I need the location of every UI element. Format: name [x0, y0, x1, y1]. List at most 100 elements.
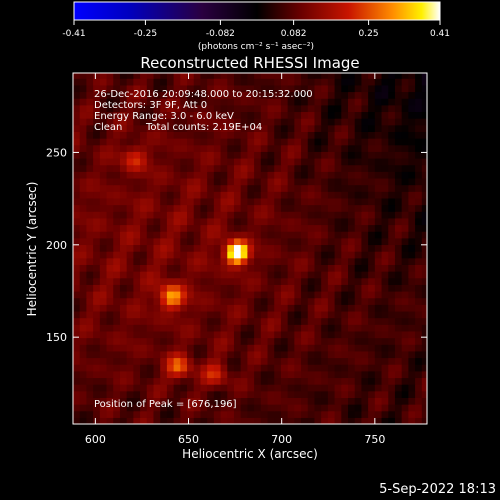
heatmap-cell: [307, 84, 316, 93]
heatmap-cell: [160, 244, 168, 252]
heatmap-cell: [314, 197, 322, 206]
heatmap-cell: [207, 171, 215, 179]
heatmap-cell: [99, 344, 108, 352]
heatmap-cell: [348, 111, 356, 119]
heatmap-cell: [73, 404, 81, 412]
heatmap-cell: [287, 231, 295, 239]
heatmap-cell: [368, 211, 376, 219]
heatmap-cell: [240, 310, 248, 319]
heatmap-cell: [388, 231, 396, 239]
heatmap-cell: [153, 304, 161, 312]
heatmap-cell: [260, 118, 269, 126]
heatmap-cell: [73, 84, 81, 93]
heatmap-cell: [274, 390, 282, 398]
heatmap-cell: [247, 157, 255, 166]
heatmap-cell: [415, 417, 423, 424]
heatmap-cell: [86, 84, 94, 93]
heatmap-cell: [119, 390, 128, 398]
heatmap-cell: [146, 84, 155, 93]
heatmap-cell: [368, 231, 376, 239]
heatmap-cell: [146, 251, 155, 259]
heatmap-cell: [294, 257, 302, 265]
heatmap-cell: [274, 177, 282, 186]
heatmap-cell: [193, 350, 202, 359]
heatmap-cell: [133, 191, 141, 199]
heatmap-cell: [113, 244, 121, 252]
heatmap-cell: [160, 91, 168, 99]
heatmap-cell: [99, 98, 108, 106]
annotation-energy-range: Energy Range: 3.0 - 6.0 keV: [94, 111, 234, 122]
heatmap-cell: [166, 350, 175, 359]
heatmap-cell: [207, 191, 215, 199]
heatmap-cell: [193, 410, 202, 418]
heatmap-cell: [408, 277, 416, 285]
heatmap-cell: [294, 98, 302, 106]
heatmap-cell: [160, 111, 168, 119]
heatmap-cell: [146, 111, 155, 119]
heatmap-cell: [79, 417, 88, 424]
heatmap-cell: [207, 377, 215, 385]
heatmap-cell: [187, 204, 195, 212]
heatmap-cell: [334, 138, 342, 146]
heatmap-cell: [240, 124, 248, 132]
heatmap-cell: [334, 390, 342, 398]
heatmap-cell: [126, 251, 134, 259]
heatmap-cell: [354, 138, 363, 146]
heatmap-cell: [73, 91, 81, 99]
heatmap-cell: [126, 237, 134, 246]
heatmap-cell: [240, 138, 248, 146]
heatmap-cell: [153, 397, 161, 405]
heatmap-cell: [233, 350, 242, 359]
heatmap-cell: [160, 157, 168, 166]
heatmap-cell: [267, 364, 275, 372]
heatmap-cell: [260, 78, 269, 86]
heatmap-cell: [408, 417, 416, 424]
heatmap-cell: [260, 237, 269, 246]
heatmap-cell: [341, 350, 349, 359]
heatmap-cell: [213, 157, 222, 166]
heatmap-cell: [388, 271, 396, 279]
heatmap-cell: [327, 364, 336, 372]
heatmap-cell: [421, 244, 427, 252]
heatmap-cell: [301, 304, 309, 312]
heatmap-cell: [207, 397, 215, 405]
heatmap-cell: [86, 111, 94, 119]
heatmap-cell: [213, 177, 222, 186]
annotation-detectors: Detectors: 3F 9F, Att 0: [94, 100, 207, 111]
heatmap-cell: [73, 151, 81, 159]
heatmap-cell: [274, 237, 282, 246]
heatmap-cell: [294, 337, 302, 345]
heatmap-cell: [354, 404, 363, 412]
heatmap-cell: [421, 73, 427, 79]
heatmap-cell: [200, 157, 208, 166]
heatmap-cell: [287, 91, 295, 99]
heatmap-cell: [187, 231, 195, 239]
heatmap-cell: [254, 357, 262, 365]
heatmap-cell: [307, 364, 316, 372]
heatmap-cell: [207, 91, 215, 99]
heatmap-cell: [354, 171, 363, 179]
heatmap-cell: [166, 271, 175, 279]
heatmap-cell: [79, 357, 88, 365]
heatmap-cell: [254, 224, 262, 232]
heatmap-cell: [126, 177, 134, 186]
heatmap-cell: [421, 417, 427, 424]
heatmap-cell: [341, 98, 349, 106]
heatmap-cell: [408, 237, 416, 246]
heatmap-cell: [173, 244, 181, 252]
heatmap-cell: [348, 177, 356, 186]
heatmap-cell: [146, 73, 155, 79]
heatmap-cell: [126, 377, 134, 385]
heatmap-cell: [200, 384, 208, 392]
heatmap-cell: [220, 344, 228, 352]
heatmap-cell: [421, 157, 427, 166]
heatmap-cell: [227, 73, 235, 79]
heatmap-cell: [213, 417, 222, 424]
heatmap-cell: [200, 397, 208, 405]
heatmap-cell: [240, 357, 248, 365]
heatmap-cell: [99, 171, 108, 179]
heatmap-cell: [247, 390, 255, 398]
heatmap-cell: [388, 191, 396, 199]
heatmap-cell: [166, 384, 175, 392]
heatmap-cell: [368, 151, 376, 159]
